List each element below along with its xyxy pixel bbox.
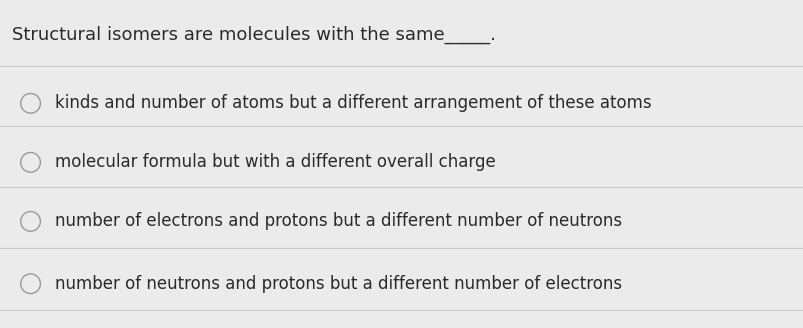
Text: number of neutrons and protons but a different number of electrons: number of neutrons and protons but a dif… — [55, 275, 621, 293]
Text: number of electrons and protons but a different number of neutrons: number of electrons and protons but a di… — [55, 213, 621, 230]
Text: Structural isomers are molecules with the same_____.: Structural isomers are molecules with th… — [12, 25, 495, 44]
Text: kinds and number of atoms but a different arrangement of these atoms: kinds and number of atoms but a differen… — [55, 94, 650, 112]
Text: molecular formula but with a different overall charge: molecular formula but with a different o… — [55, 154, 495, 171]
